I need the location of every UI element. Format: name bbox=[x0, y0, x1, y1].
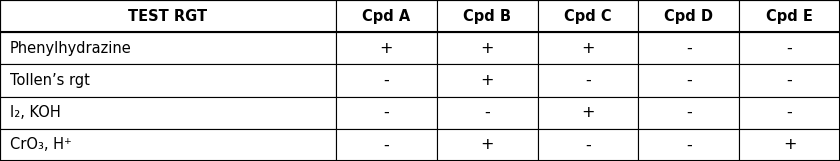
Text: +: + bbox=[480, 41, 494, 56]
Text: -: - bbox=[787, 73, 792, 88]
Text: Cpd C: Cpd C bbox=[564, 9, 612, 24]
Bar bbox=[336, 32, 437, 64]
Bar bbox=[0, 97, 336, 129]
Text: -: - bbox=[585, 73, 591, 88]
Bar bbox=[638, 0, 739, 32]
Text: TEST RGT: TEST RGT bbox=[129, 9, 207, 24]
Text: +: + bbox=[783, 137, 796, 152]
Bar bbox=[739, 32, 840, 64]
Text: -: - bbox=[384, 105, 389, 120]
Text: Cpd A: Cpd A bbox=[362, 9, 411, 24]
Text: I₂, KOH: I₂, KOH bbox=[10, 105, 60, 120]
Bar bbox=[739, 0, 840, 32]
Bar bbox=[638, 32, 739, 64]
Text: Cpd D: Cpd D bbox=[664, 9, 713, 24]
Bar bbox=[538, 0, 638, 32]
Bar bbox=[739, 97, 840, 129]
Text: Cpd B: Cpd B bbox=[463, 9, 512, 24]
Bar bbox=[638, 129, 739, 161]
Bar bbox=[437, 64, 538, 97]
Bar bbox=[538, 129, 638, 161]
Bar bbox=[538, 64, 638, 97]
Bar bbox=[0, 0, 336, 32]
Text: -: - bbox=[384, 137, 389, 152]
Text: -: - bbox=[585, 137, 591, 152]
Bar bbox=[437, 129, 538, 161]
Text: Phenylhydrazine: Phenylhydrazine bbox=[10, 41, 132, 56]
Text: -: - bbox=[686, 73, 691, 88]
Text: +: + bbox=[480, 137, 494, 152]
Bar bbox=[739, 129, 840, 161]
Text: -: - bbox=[787, 41, 792, 56]
Text: -: - bbox=[686, 137, 691, 152]
Bar bbox=[336, 97, 437, 129]
Text: Cpd E: Cpd E bbox=[766, 9, 813, 24]
Bar bbox=[437, 32, 538, 64]
Text: +: + bbox=[581, 41, 595, 56]
Text: -: - bbox=[686, 105, 691, 120]
Text: CrO₃, H⁺: CrO₃, H⁺ bbox=[10, 137, 72, 152]
Bar bbox=[739, 64, 840, 97]
Text: -: - bbox=[485, 105, 490, 120]
Bar bbox=[0, 32, 336, 64]
Bar bbox=[336, 64, 437, 97]
Text: +: + bbox=[581, 105, 595, 120]
Bar bbox=[437, 97, 538, 129]
Bar bbox=[336, 129, 437, 161]
Bar bbox=[437, 0, 538, 32]
Bar bbox=[538, 97, 638, 129]
Text: -: - bbox=[787, 105, 792, 120]
Bar bbox=[638, 97, 739, 129]
Bar bbox=[0, 64, 336, 97]
Bar bbox=[336, 0, 437, 32]
Text: +: + bbox=[480, 73, 494, 88]
Bar bbox=[0, 129, 336, 161]
Text: -: - bbox=[686, 41, 691, 56]
Bar bbox=[538, 32, 638, 64]
Text: +: + bbox=[380, 41, 393, 56]
Text: -: - bbox=[384, 73, 389, 88]
Text: Tollen’s rgt: Tollen’s rgt bbox=[10, 73, 90, 88]
Bar bbox=[638, 64, 739, 97]
